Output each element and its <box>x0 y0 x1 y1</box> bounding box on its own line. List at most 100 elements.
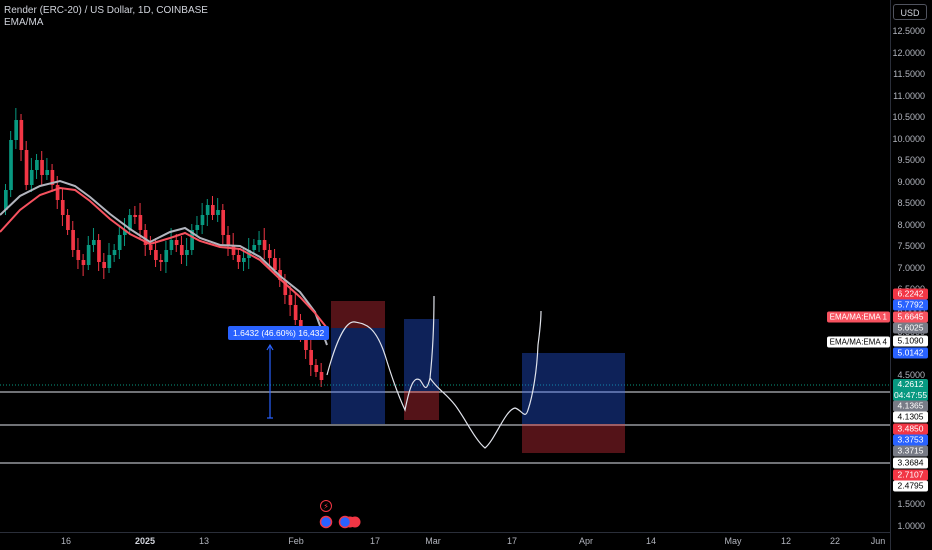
candle <box>252 245 257 250</box>
candle <box>221 210 226 235</box>
price-axis-label: 12.0000 <box>892 47 925 58</box>
candle <box>210 205 215 215</box>
price-tag-value: 4.2612 <box>897 379 924 389</box>
candle <box>24 150 29 185</box>
candle <box>60 200 65 215</box>
price-tag: 2.4795 <box>893 480 928 492</box>
candle <box>216 210 220 215</box>
price-chart[interactable]: ⚡ <box>0 0 890 532</box>
candle <box>112 250 117 255</box>
ema-1-line <box>0 186 328 329</box>
measure-label: 1.6432 (46.60%) 16,432 <box>228 326 330 340</box>
candle <box>304 335 308 350</box>
candle <box>9 140 13 190</box>
price-tag: 3.4850 <box>893 423 928 435</box>
ema-4-line <box>0 179 328 346</box>
price-tag-value: 5.6645 <box>897 311 924 322</box>
candle <box>236 255 241 262</box>
candle <box>288 295 293 305</box>
candle <box>128 215 132 230</box>
price-axis-label: 11.5000 <box>893 69 925 79</box>
price-axis-label: 4.5000 <box>897 370 925 380</box>
candle <box>19 120 24 150</box>
candle <box>29 170 34 185</box>
price-tag: 5.6645 <box>893 311 928 323</box>
price-tag-value: 3.3684 <box>897 457 924 468</box>
price-tag-value: 2.4795 <box>897 480 924 491</box>
price-tag-value: 5.6025 <box>897 322 924 333</box>
price-tag-value: 5.7792 <box>897 299 924 310</box>
time-axis-label: 17 <box>506 536 518 546</box>
price-tag: 6.2242 <box>893 288 928 300</box>
candle <box>154 250 158 260</box>
price-tag: 4.1365 <box>893 400 928 412</box>
candle <box>283 280 288 295</box>
price-tag: 2.7107 <box>893 469 928 481</box>
event-icons[interactable]: ⚡ <box>319 500 361 529</box>
price-axis-label: 8.5000 <box>897 198 925 208</box>
candle <box>117 235 122 250</box>
price-axis-label: 10.0000 <box>892 133 925 144</box>
candle <box>143 230 148 245</box>
price-axis-label: 8.0000 <box>897 219 925 230</box>
time-axis-label: 17 <box>369 536 381 546</box>
candle <box>76 250 81 260</box>
price-tag: 3.3684 <box>893 457 928 469</box>
candle <box>195 225 200 230</box>
candle <box>14 120 19 140</box>
flag-icon <box>338 515 352 529</box>
candle <box>273 258 277 270</box>
candle <box>185 250 189 255</box>
time-axis-label: 14 <box>645 536 657 546</box>
time-axis-label: Mar <box>425 536 441 546</box>
candle <box>179 245 184 255</box>
measure-arrow[interactable] <box>266 343 274 419</box>
candle <box>231 245 236 255</box>
price-tag-value: 5.0142 <box>897 347 924 358</box>
candle <box>200 215 205 225</box>
candle <box>86 245 91 265</box>
time-axis-label: Feb <box>288 536 304 546</box>
flag-icon <box>319 515 333 529</box>
price-axis-label: 1.5000 <box>897 499 925 509</box>
price-tag: 5.1090 <box>893 335 928 347</box>
price-tag: 5.0142 <box>893 347 928 359</box>
price-tag: 5.6025 <box>893 322 928 334</box>
time-axis-label: 16 <box>60 536 72 546</box>
long-position-3[interactable] <box>522 353 625 453</box>
candle <box>169 240 174 250</box>
lightning-icon <box>320 500 332 512</box>
candle <box>55 185 60 200</box>
price-axis-label: 9.0000 <box>897 176 925 187</box>
time-axis-label: Apr <box>578 536 594 546</box>
candle <box>190 230 194 250</box>
candle <box>4 190 8 210</box>
time-axis-label: 12 <box>780 536 792 546</box>
candle <box>50 170 55 185</box>
candle <box>314 365 319 372</box>
price-tag: 4.1305 <box>893 411 928 423</box>
currency-button[interactable]: USD <box>893 4 927 20</box>
time-axis-label: 2025 <box>134 536 156 546</box>
candle <box>81 260 86 265</box>
price-tag: 5.7792 <box>893 299 928 311</box>
price-tag-value: 6.2242 <box>897 288 924 299</box>
candle <box>174 240 179 245</box>
time-scale[interactable]: 16 2025 13 Feb 17 Mar 17 Apr 14 May 12 22 Jun <box>0 532 890 550</box>
candle <box>226 235 231 245</box>
price-axis-label: 11.0000 <box>893 90 925 101</box>
candle <box>45 170 50 175</box>
candle <box>133 215 138 217</box>
time-axis-label: Jun <box>870 536 886 546</box>
candle <box>102 262 106 268</box>
projection-path[interactable] <box>326 295 542 449</box>
symbol-title[interactable]: Render (ERC-20) / US Dollar, 1D, COINBAS… <box>4 5 208 16</box>
long-position-1[interactable] <box>331 301 385 424</box>
price-tag: 3.3715 <box>893 445 928 457</box>
candle <box>123 230 127 235</box>
candle <box>293 305 298 320</box>
candle <box>242 258 246 262</box>
candle-series <box>4 108 324 387</box>
time-axis-label: May <box>724 536 742 546</box>
indicator-title[interactable]: EMA/MA <box>4 17 44 28</box>
